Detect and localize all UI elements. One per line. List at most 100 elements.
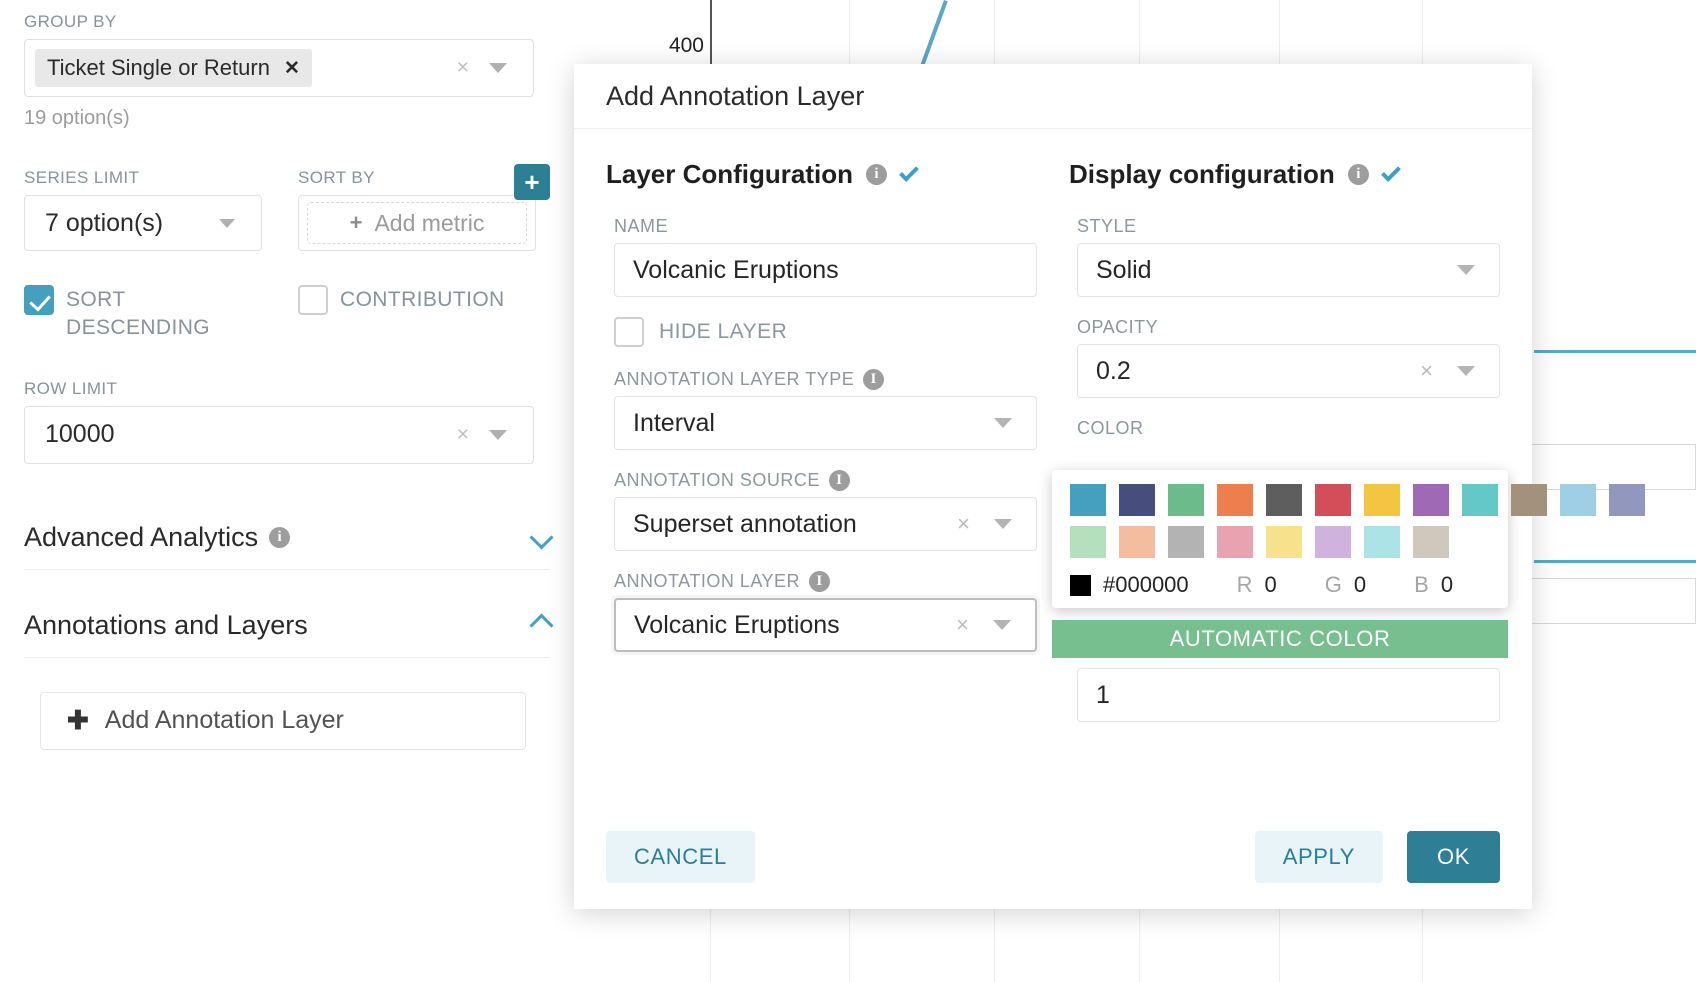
sort-descending-checkbox-row[interactable]: SORT DESCENDING <box>24 285 262 343</box>
plus-icon: + <box>524 167 540 197</box>
series-line-segment <box>1534 560 1696 563</box>
color-swatch[interactable] <box>1413 526 1449 558</box>
line-width-input[interactable]: 1 <box>1077 668 1500 722</box>
color-swatch[interactable] <box>1462 484 1498 516</box>
annotation-layer-type-select[interactable]: Interval <box>614 396 1037 450</box>
automatic-color-button[interactable]: AUTOMATIC COLOR <box>1052 620 1508 658</box>
color-swatch[interactable] <box>1070 526 1106 558</box>
info-icon[interactable]: i <box>269 526 291 548</box>
style-value: Solid <box>1096 255 1152 284</box>
add-metric-button[interactable]: + Add metric <box>307 202 527 244</box>
cancel-button[interactable]: CANCEL <box>606 831 755 883</box>
y-axis <box>710 0 712 70</box>
section-title-advanced-analytics: Advanced Analytics <box>24 521 259 552</box>
style-select[interactable]: Solid <box>1077 243 1500 297</box>
name-value: Volcanic Eruptions <box>633 255 839 284</box>
section-annotations-and-layers[interactable]: Annotations and Layers <box>24 610 554 658</box>
ok-button[interactable]: OK <box>1407 831 1500 883</box>
info-icon[interactable]: i <box>809 571 831 592</box>
chevron-up-icon[interactable] <box>529 613 554 638</box>
color-swatch[interactable] <box>1560 484 1596 516</box>
color-swatch[interactable] <box>1119 484 1155 516</box>
color-swatch[interactable] <box>1119 526 1155 558</box>
group-by-chip[interactable]: Ticket Single or Return ✕ <box>35 49 312 87</box>
info-icon[interactable]: i <box>866 164 888 185</box>
color-swatch-row-2[interactable] <box>1070 526 1508 558</box>
contribution-label: CONTRIBUTION <box>340 288 505 311</box>
annotation-layer-select[interactable]: Volcanic Eruptions × <box>614 598 1037 652</box>
color-swatch[interactable] <box>1315 526 1351 558</box>
layer-configuration-heading: Layer Configuration i <box>606 159 1037 190</box>
row-limit-value: 10000 <box>45 420 115 449</box>
clear-icon[interactable]: × <box>456 422 469 446</box>
add-sort-button[interactable]: + <box>514 164 550 200</box>
opacity-select[interactable]: 0.2 × <box>1077 344 1500 398</box>
row-limit-select[interactable]: 10000 × <box>24 405 534 464</box>
name-input[interactable]: Volcanic Eruptions <box>614 243 1037 297</box>
color-swatch[interactable] <box>1413 484 1449 516</box>
group-by-select[interactable]: Ticket Single or Return ✕ × <box>24 39 534 97</box>
color-picker-popover[interactable]: #000000 R 0 G 0 B 0 <box>1052 470 1645 608</box>
plus-icon: ✚ <box>67 705 89 736</box>
group-by-chip-label: Ticket Single or Return <box>47 55 270 80</box>
info-icon[interactable]: i <box>1347 164 1369 185</box>
color-swatch[interactable] <box>1217 484 1253 516</box>
color-swatch[interactable] <box>1266 526 1302 558</box>
color-swatch[interactable] <box>1168 484 1204 516</box>
opacity-label: OPACITY <box>1077 317 1159 337</box>
group-by-label: GROUP BY <box>24 12 117 31</box>
color-swatch[interactable] <box>1070 484 1106 516</box>
chevron-down-icon[interactable] <box>993 620 1011 630</box>
color-swatch-row-1[interactable] <box>1070 484 1645 516</box>
hide-layer-checkbox-row[interactable]: HIDE LAYER <box>614 317 1037 347</box>
hide-layer-checkbox[interactable] <box>614 317 644 347</box>
color-swatch[interactable] <box>1364 526 1400 558</box>
color-swatch[interactable] <box>1315 484 1351 516</box>
chevron-down-icon[interactable] <box>529 525 554 550</box>
contribution-checkbox-row[interactable]: CONTRIBUTION <box>298 285 536 343</box>
clear-icon[interactable]: × <box>1420 358 1433 383</box>
check-icon <box>1380 162 1401 182</box>
close-icon[interactable]: ✕ <box>283 57 300 79</box>
contribution-checkbox[interactable] <box>298 285 328 315</box>
chevron-down-icon[interactable] <box>489 63 507 73</box>
color-swatch[interactable] <box>1364 484 1400 516</box>
info-icon[interactable]: i <box>863 369 885 390</box>
chevron-down-icon[interactable] <box>219 218 235 228</box>
x-axis-label-box <box>1530 578 1696 624</box>
annotation-source-label-text: ANNOTATION SOURCE <box>614 470 820 490</box>
chevron-down-icon[interactable] <box>994 519 1012 529</box>
annotation-source-select[interactable]: Superset annotation × <box>614 497 1037 551</box>
clear-icon[interactable]: × <box>956 612 969 637</box>
color-swatch[interactable] <box>1217 526 1253 558</box>
add-metric-label: Add metric <box>374 209 485 236</box>
style-label: STYLE <box>1077 216 1137 236</box>
color-swatch[interactable] <box>1511 484 1547 516</box>
color-swatch[interactable] <box>1168 526 1204 558</box>
chevron-down-icon[interactable] <box>1457 366 1475 376</box>
color-swatch[interactable] <box>1266 484 1302 516</box>
chevron-down-icon[interactable] <box>1457 265 1475 275</box>
b-value: 0 <box>1440 572 1454 597</box>
sort-descending-label: SORT DESCENDING <box>66 288 211 340</box>
add-annotation-layer-button[interactable]: ✚ Add Annotation Layer <box>40 691 526 750</box>
group-by-options-hint: 19 option(s) <box>24 107 130 129</box>
chevron-down-icon[interactable] <box>994 418 1012 428</box>
name-label: NAME <box>614 216 669 236</box>
r-key: R <box>1236 572 1253 597</box>
info-icon[interactable]: i <box>828 470 850 491</box>
x-axis-label-box <box>1530 444 1696 490</box>
sort-descending-checkbox[interactable] <box>24 285 54 315</box>
check-icon <box>899 162 919 182</box>
b-key: B <box>1414 572 1429 597</box>
hide-layer-label: HIDE LAYER <box>659 320 788 343</box>
apply-button[interactable]: APPLY <box>1254 831 1383 883</box>
chevron-down-icon[interactable] <box>489 429 507 440</box>
clear-icon[interactable]: × <box>456 56 469 79</box>
clear-icon[interactable]: × <box>957 511 970 536</box>
color-swatch[interactable] <box>1609 484 1645 516</box>
sort-by-field[interactable]: + Add metric <box>298 195 536 251</box>
series-limit-select[interactable]: 7 option(s) <box>24 195 262 251</box>
rgb-b: B 0 <box>1414 572 1453 598</box>
section-advanced-analytics[interactable]: Advanced Analytics i <box>24 521 554 570</box>
